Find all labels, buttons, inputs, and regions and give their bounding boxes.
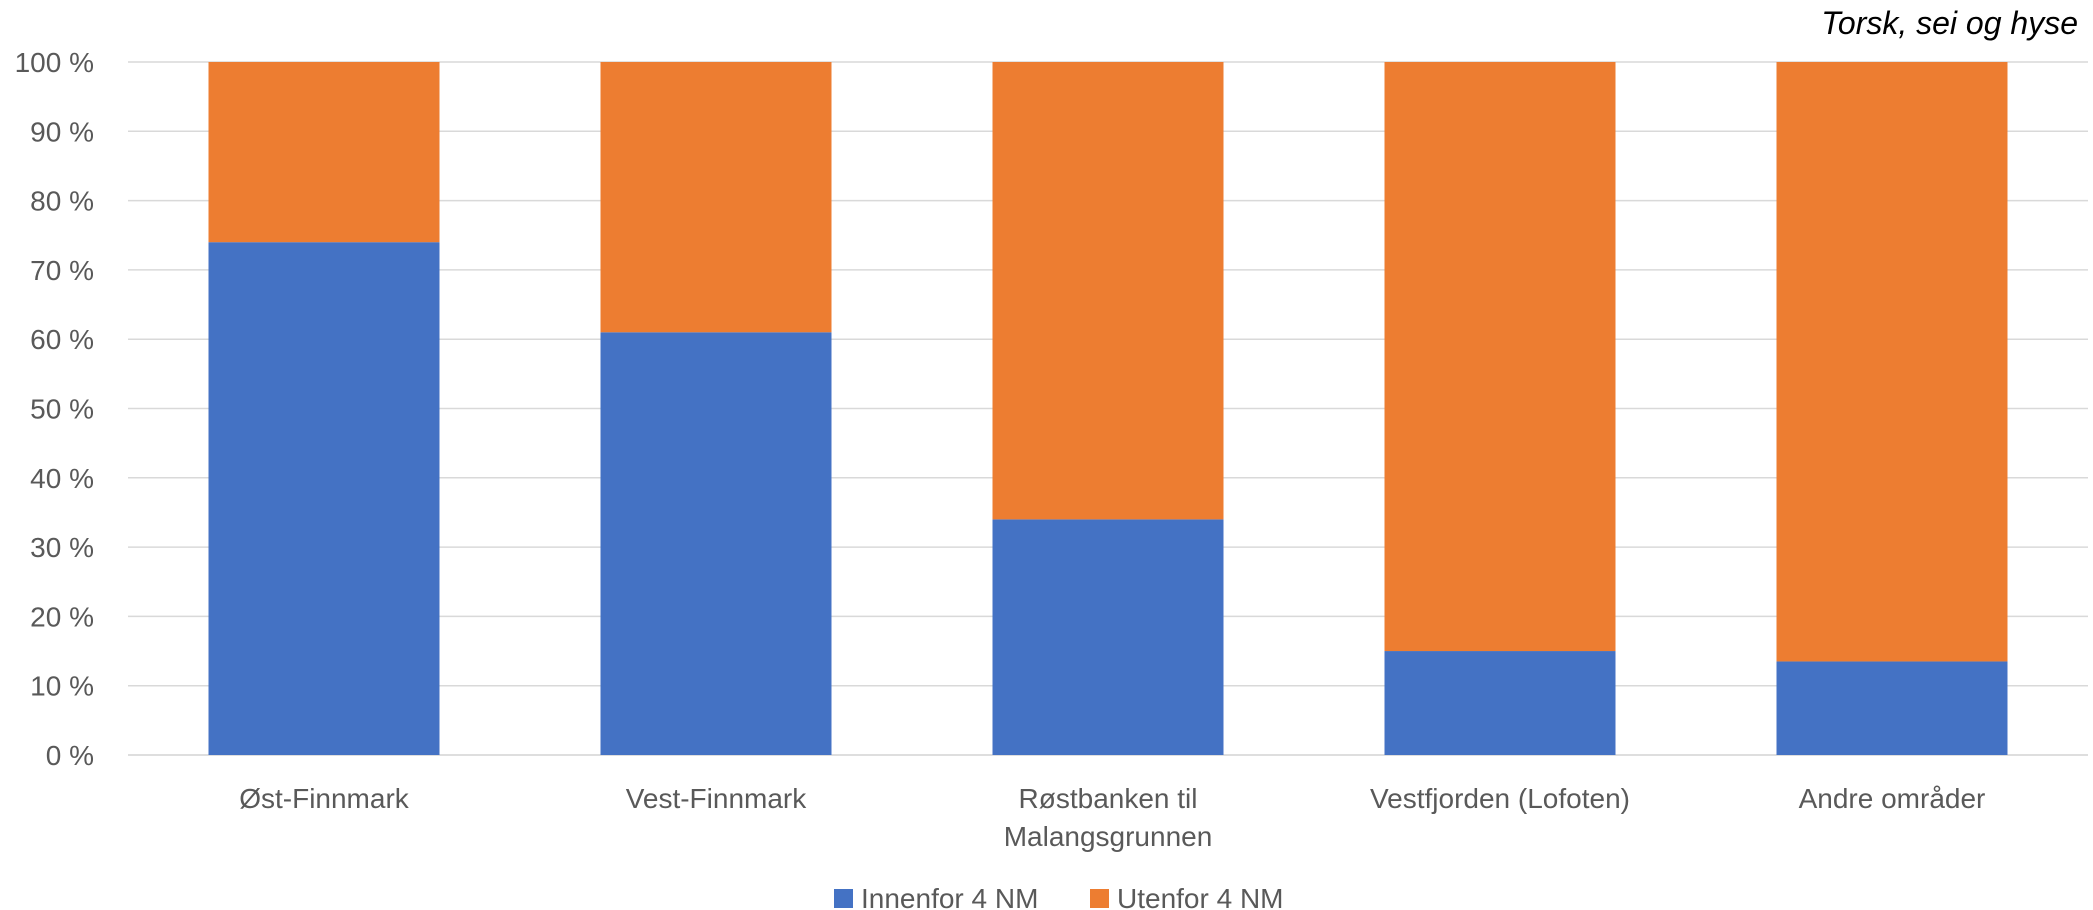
y-tick-label: 50 % xyxy=(30,394,94,425)
legend-label: Utenfor 4 NM xyxy=(1117,883,1284,910)
x-axis-category-labels: Øst-Finnmark Vest-Finnmark Røstbanken til M… xyxy=(239,783,1985,852)
y-tick-label: 30 % xyxy=(30,532,94,563)
x-category-label: Vestfjorden (Lofoten) xyxy=(1370,783,1630,814)
y-tick-label: 40 % xyxy=(30,463,94,494)
legend-label: Innenfor 4 NM xyxy=(861,883,1038,910)
legend-swatch xyxy=(834,889,853,908)
bars xyxy=(208,62,2008,755)
bar-segment-utenfor xyxy=(208,62,440,243)
y-axis-tick-labels: 0 % 10 % 20 % 30 % 40 % 50 % 60 % 70 % 80 % 90 % 1… xyxy=(15,47,94,771)
y-tick-label: 70 % xyxy=(30,255,94,286)
bar-segment-innenfor xyxy=(1776,661,2008,755)
y-tick-label: 80 % xyxy=(30,186,94,217)
bar-segment-utenfor xyxy=(1776,62,2008,662)
y-tick-label: 100 % xyxy=(15,47,94,78)
chart-title: Torsk, sei og hyse xyxy=(1821,5,2078,41)
bar-segment-utenfor xyxy=(992,62,1224,520)
legend-utenfor: Utenfor 4 NM xyxy=(1090,883,1284,910)
bar-segment-innenfor xyxy=(600,332,832,755)
legend-swatch xyxy=(1090,889,1109,908)
legend: Innenfor 4 NM Utenfor 4 NM xyxy=(834,883,1284,910)
bar-segment-innenfor xyxy=(992,519,1224,755)
bar-segment-utenfor xyxy=(1384,62,1616,652)
x-category-label: Andre områder xyxy=(1799,783,1986,814)
x-category-label: Vest-Finnmark xyxy=(626,783,807,814)
y-tick-label: 60 % xyxy=(30,324,94,355)
y-tick-label: 0 % xyxy=(46,740,94,771)
legend-innenfor: Innenfor 4 NM xyxy=(834,883,1038,910)
y-tick-label: 90 % xyxy=(30,116,94,147)
x-category-label: Øst-Finnmark xyxy=(239,783,410,814)
x-category-label: Røstbanken til Malangsgrunnen xyxy=(1004,783,1213,852)
bar-segment-innenfor xyxy=(208,242,440,755)
y-tick-label: 20 % xyxy=(30,601,94,632)
y-tick-label: 10 % xyxy=(30,671,94,702)
bar-segment-innenfor xyxy=(1384,651,1616,755)
bar-segment-utenfor xyxy=(600,62,832,333)
